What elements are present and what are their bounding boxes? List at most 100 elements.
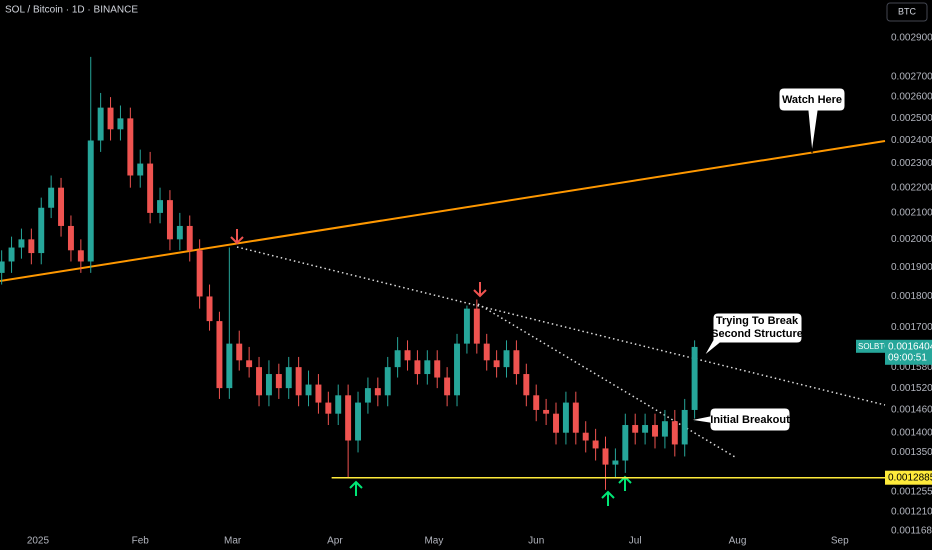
candle-body [335,395,342,414]
x-tick-label: Aug [729,536,747,547]
candle-body [18,239,25,248]
candle-body [176,225,183,240]
candle-body [28,239,35,254]
candle-body [444,377,451,396]
candle-body [592,440,599,449]
candle-body [493,360,500,368]
candle-body [236,343,243,361]
candle-body [216,321,223,389]
candles [0,56,698,490]
candle-body [246,360,253,368]
candle-body [671,421,678,445]
candle-body [513,350,520,375]
countdown-label: 09:00:51 [888,352,927,363]
candle-body [652,425,658,437]
candle-body [434,360,441,378]
candle-body [295,367,302,396]
annotation: Initial Breakout [710,414,790,426]
candle-body [374,388,381,396]
up-arrow [601,490,615,506]
candle-body [355,402,361,441]
callout-box [689,407,791,432]
candle-body [424,360,431,375]
candle-body [265,374,272,396]
candle-body [404,350,411,361]
callout-box [703,312,803,357]
candle-body [533,395,540,410]
candle-body [553,413,559,433]
candle-body [473,308,480,344]
candle-body [137,163,144,176]
candle-body [661,421,668,437]
candle-body [681,409,688,445]
trendline-second [236,246,886,406]
candle-body [325,402,332,414]
x-tick-label: 2025 [27,536,50,547]
red-arrows [230,229,487,298]
candle-body [523,374,530,396]
candle-body [602,448,609,465]
last-price-label: 0.0016404 [888,341,932,352]
candle-body [642,425,649,433]
candle-body [503,350,510,368]
x-tick-label: Feb [132,536,150,547]
resistance-trendline [0,140,886,282]
candle-body [147,163,154,213]
x-tick-label: Mar [224,536,242,547]
candle-body [315,384,322,403]
candle-body [58,187,65,226]
candle-body [345,395,352,441]
callout-box [778,87,846,154]
candle-body [127,118,134,176]
candle-body [117,118,124,130]
candle-body [364,388,371,403]
candle-body [483,343,490,361]
candle-body [157,200,164,213]
currency-label[interactable]: BTC [898,6,917,16]
down-arrow [473,282,487,298]
candle-body [48,187,55,208]
symbol-title: SOL / Bitcoin · 1D · BINANCE [5,5,138,16]
last-price-box [885,339,932,365]
candle-body [206,296,213,322]
candle-body [275,374,282,389]
candle-body [67,225,74,251]
candle-body [305,384,312,396]
candle-body [463,308,470,344]
up-arrow [349,480,363,496]
candle-body [384,367,391,396]
candle-body [562,402,569,433]
candle-body [394,350,401,368]
candle-body [454,343,460,396]
candle-body [285,367,292,389]
candle-body [196,250,203,297]
candle-body [691,346,698,410]
currency-button[interactable] [886,2,928,22]
down-arrow [230,229,244,245]
candle-body [77,250,84,262]
annotation: Trying To Break [716,315,799,327]
candle-body [414,360,421,375]
symbol-tag-label: SOLBTC [858,342,890,351]
candle-body [97,107,104,141]
y-tick-label: 0.0011680 [891,526,932,537]
candle-body [186,225,193,251]
candle-body [107,107,114,130]
